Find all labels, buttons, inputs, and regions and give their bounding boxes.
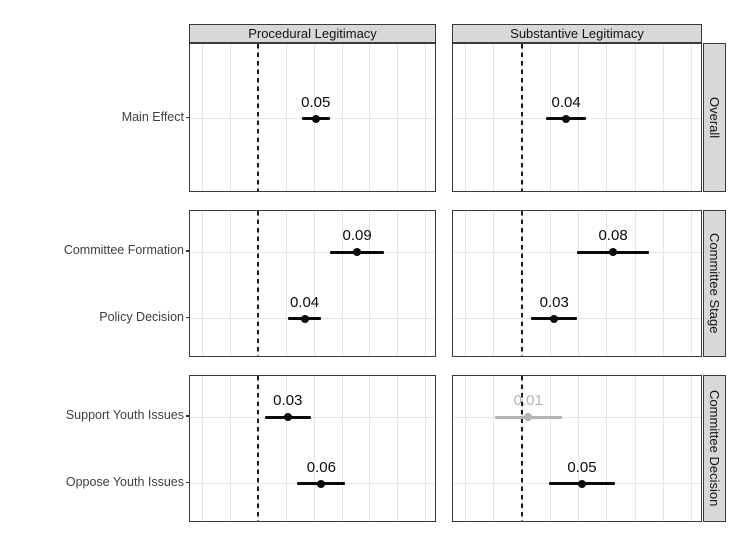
category-axis-label: Policy Decision xyxy=(99,309,184,324)
estimate-value-label: 0.06 xyxy=(306,458,336,476)
vertical-gridline xyxy=(369,211,371,356)
vertical-gridline xyxy=(549,376,551,521)
category-axis-label: Oppose Youth Issues xyxy=(65,474,184,489)
vertical-gridline xyxy=(691,376,693,521)
vertical-gridline xyxy=(397,211,399,356)
vertical-gridline xyxy=(341,44,343,191)
estimate-value-label: 0.03 xyxy=(539,293,569,311)
zero-reference-line xyxy=(521,211,523,356)
estimate-value-label: 0.04 xyxy=(289,293,320,311)
vertical-gridline xyxy=(578,211,580,356)
vertical-gridline xyxy=(285,211,287,356)
estimate-value-label: 0.09 xyxy=(342,227,372,245)
vertical-gridline xyxy=(341,376,343,521)
vertical-gridline xyxy=(606,211,608,356)
vertical-gridline xyxy=(201,376,203,521)
axis-tick xyxy=(186,250,189,252)
vertical-gridline xyxy=(662,376,664,521)
vertical-gridline xyxy=(229,211,231,356)
facet-row-strip: Committee Stage xyxy=(703,210,726,357)
point-estimate-dot xyxy=(311,114,320,123)
vertical-gridline xyxy=(229,44,231,191)
vertical-gridline xyxy=(201,44,203,191)
facet-row-strip: Committee Decision xyxy=(703,375,726,522)
facet-column-strip: Procedural Legitimacy xyxy=(189,24,436,43)
vertical-gridline xyxy=(229,376,231,521)
point-estimate-dot xyxy=(283,413,292,422)
vertical-gridline xyxy=(493,211,495,356)
vertical-gridline xyxy=(691,44,693,191)
vertical-gridline xyxy=(493,44,495,191)
vertical-gridline xyxy=(662,211,664,356)
vertical-gridline xyxy=(493,376,495,521)
zero-reference-line xyxy=(521,44,523,191)
point-estimate-dot xyxy=(609,248,618,257)
vertical-gridline xyxy=(369,44,371,191)
point-estimate-dot xyxy=(524,413,533,422)
zero-reference-line xyxy=(257,211,260,356)
axis-tick xyxy=(186,116,189,119)
vertical-gridline xyxy=(313,376,315,521)
panel: 0.05 xyxy=(189,43,436,192)
estimate-value-label: 0.01 xyxy=(513,392,543,410)
vertical-gridline xyxy=(549,211,551,356)
horizontal-gridline xyxy=(453,251,701,253)
point-estimate-dot xyxy=(353,248,362,257)
vertical-gridline xyxy=(397,376,399,521)
vertical-gridline xyxy=(634,376,636,521)
horizontal-gridline xyxy=(190,251,435,253)
estimate-value-label: 0.05 xyxy=(301,93,331,111)
panel: 0.09 0.04 xyxy=(189,210,436,357)
zero-reference-line xyxy=(257,44,260,191)
vertical-gridline xyxy=(285,44,287,191)
panel: 0.01 0.05 xyxy=(452,375,702,522)
estimate-value-label: 0.04 xyxy=(551,93,581,111)
vertical-gridline xyxy=(464,376,466,521)
vertical-gridline xyxy=(425,376,427,521)
estimate-value-label: 0.03 xyxy=(273,392,303,410)
vertical-gridline xyxy=(464,44,466,191)
point-estimate-dot xyxy=(550,314,559,323)
panel: 0.08 0.03 xyxy=(452,210,702,357)
horizontal-gridline xyxy=(453,416,701,418)
horizontal-gridline xyxy=(190,416,435,418)
facet-row-strip: Overall xyxy=(703,43,726,192)
zero-reference-line xyxy=(257,376,260,521)
vertical-gridline xyxy=(578,376,580,521)
vertical-gridline xyxy=(341,211,343,356)
point-estimate-dot xyxy=(577,479,586,488)
axis-tick xyxy=(186,482,189,484)
vertical-gridline xyxy=(634,211,636,356)
vertical-gridline xyxy=(691,211,693,356)
point-estimate-dot xyxy=(300,314,309,323)
point-estimate-dot xyxy=(317,479,326,488)
point-estimate-dot xyxy=(562,114,571,123)
vertical-gridline xyxy=(425,211,427,356)
category-axis-label: Main Effect xyxy=(121,109,184,124)
vertical-gridline xyxy=(634,44,636,191)
vertical-gridline xyxy=(662,44,664,191)
panel: 0.04 xyxy=(452,43,702,192)
vertical-gridline xyxy=(369,376,371,521)
vertical-gridline xyxy=(201,211,203,356)
axis-tick xyxy=(186,317,189,319)
vertical-gridline xyxy=(397,44,399,191)
vertical-gridline xyxy=(285,376,287,521)
category-axis-label: Support Youth Issues xyxy=(65,408,184,423)
category-axis-label: Committee Formation xyxy=(63,243,184,258)
vertical-gridline xyxy=(606,376,608,521)
vertical-gridline xyxy=(425,44,427,191)
estimate-value-label: 0.08 xyxy=(598,227,628,245)
vertical-gridline xyxy=(606,44,608,191)
facet-column-strip: Substantive Legitimacy xyxy=(452,24,702,43)
panel: 0.03 0.06 xyxy=(189,375,436,522)
vertical-gridline xyxy=(464,211,466,356)
axis-tick xyxy=(186,415,189,417)
estimate-value-label: 0.05 xyxy=(567,458,597,476)
zero-reference-line xyxy=(521,376,523,521)
vertical-gridline xyxy=(313,211,315,356)
